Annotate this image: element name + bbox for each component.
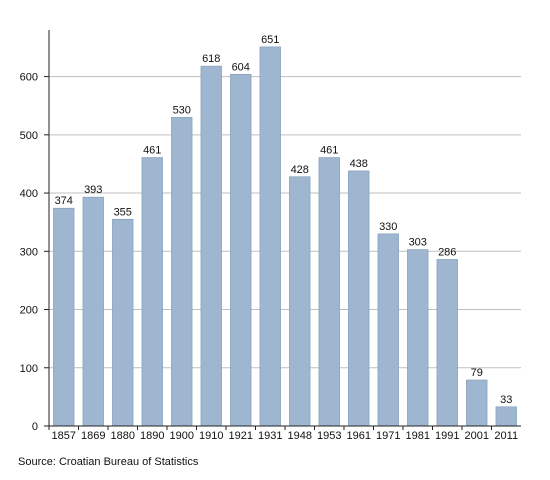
x-tick-label: 1880 [111, 430, 135, 442]
data-label: 530 [173, 104, 191, 116]
bar [259, 46, 281, 427]
data-label: 286 [438, 246, 456, 258]
label-layer: 0 100 200 300 400 500 600 374 1857 393 1869 355 1880… [20, 34, 518, 442]
x-tick-label: 2001 [465, 430, 489, 442]
x-tick-label: 1869 [81, 430, 105, 442]
bar [171, 117, 193, 427]
bar [466, 379, 488, 427]
data-label: 374 [55, 195, 73, 207]
bar [141, 157, 163, 427]
data-label: 461 [143, 145, 161, 157]
bar-layer [53, 46, 517, 427]
data-label: 438 [350, 158, 368, 170]
data-label: 79 [471, 367, 483, 379]
x-tick-label: 1981 [406, 430, 430, 442]
x-tick-label: 1971 [376, 430, 400, 442]
data-label: 330 [379, 221, 397, 233]
bar [200, 65, 222, 427]
data-label: 428 [291, 164, 309, 176]
x-tick-label: 1931 [258, 430, 282, 442]
data-label: 303 [409, 237, 427, 249]
x-tick-label: 1900 [170, 430, 194, 442]
data-label: 461 [320, 145, 338, 157]
bar [82, 196, 104, 427]
x-tick-label: 1910 [199, 430, 223, 442]
x-tick-label: 1857 [52, 430, 76, 442]
bar [230, 73, 252, 427]
bar [318, 157, 340, 427]
data-label: 651 [261, 34, 279, 46]
data-label: 618 [202, 53, 220, 65]
x-tick-label: 1953 [317, 430, 341, 442]
x-tick-label: 2011 [494, 430, 518, 442]
x-tick-label: 1948 [288, 430, 312, 442]
y-tick-label: 300 [20, 246, 38, 258]
x-tick-label: 1991 [435, 430, 459, 442]
bar [407, 249, 429, 427]
source-note: Source: Croatian Bureau of Statistics [18, 456, 199, 468]
data-label: 604 [232, 61, 250, 73]
x-tick-label: 1921 [229, 430, 253, 442]
y-tick-label: 600 [20, 72, 38, 84]
y-tick-label: 0 [32, 421, 38, 433]
x-tick-label: 1890 [140, 430, 164, 442]
bar [112, 218, 134, 427]
bar [289, 176, 311, 427]
bar [495, 406, 517, 427]
y-tick-label: 400 [20, 188, 38, 200]
y-tick-label: 500 [20, 130, 38, 142]
bar [436, 259, 458, 427]
data-label: 33 [500, 394, 512, 406]
data-label: 355 [114, 206, 132, 218]
bar [377, 233, 399, 427]
bar [53, 207, 75, 427]
y-tick-label: 100 [20, 363, 38, 375]
data-label: 393 [84, 184, 102, 196]
bar [348, 170, 370, 427]
y-tick-label: 200 [20, 305, 38, 317]
axis-layer [44, 30, 521, 430]
x-tick-label: 1961 [347, 430, 371, 442]
